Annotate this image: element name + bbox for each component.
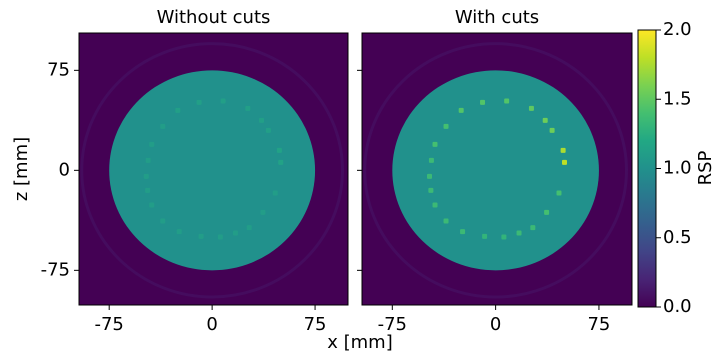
colorbar [638,30,656,307]
insert [233,231,238,236]
insert [260,210,265,215]
insert [277,148,282,153]
insert [197,100,202,105]
x-tick-label: 0 [490,314,501,335]
insert [175,108,180,113]
insert [278,160,283,165]
insert [218,235,223,240]
phantom [392,70,599,270]
x-tick-label: 0 [206,314,217,335]
panel [79,33,348,305]
colorbar-label: RSP [695,150,716,185]
colorbar-tick-label: 2.0 [663,19,692,40]
insert [433,203,438,208]
insert [428,188,433,193]
panel [362,33,632,305]
colorbar-tick-label: 1.0 [663,158,692,179]
insert [160,219,165,224]
insert [273,191,278,196]
colorbar-tick-label: 1.5 [663,88,692,109]
insert [427,174,432,179]
insert [517,231,522,236]
insert [459,108,464,113]
insert [501,235,506,240]
insert [480,100,485,105]
insert [562,160,567,165]
insert [160,124,165,129]
insert [146,158,151,163]
y-axis-label: z [mm] [11,137,32,201]
insert [145,188,150,193]
insert [561,148,566,153]
insert [530,225,535,230]
y-tick-label: 0 [59,159,70,180]
insert [460,229,465,234]
insert [144,174,149,179]
phantom [109,70,315,270]
insert [544,210,549,215]
insert [247,225,252,230]
x-tick-label: 75 [304,314,327,335]
insert [529,106,534,111]
insert [149,203,154,208]
insert [444,219,449,224]
insert [504,99,509,104]
insert [556,191,561,196]
x-axis-label: x [mm] [327,332,393,353]
insert [149,142,154,147]
insert [444,124,449,129]
colorbar-tick-label: 0.0 [663,296,692,317]
insert [221,99,226,104]
insert [199,234,204,239]
insert [429,158,434,163]
chart: x [mm] z [mm] RSP Without cuts -75 0 75 -75 0… [0,0,717,355]
panel-title: Without cuts [157,7,271,28]
insert [433,142,438,147]
colorbar-tick-label: 0.5 [663,227,692,248]
x-tick-label: -75 [94,314,123,335]
insert [543,118,548,123]
insert [482,234,487,239]
x-tick-label: -75 [378,314,407,335]
insert [259,118,264,123]
panel-title: With cuts [455,7,539,28]
insert [245,106,250,111]
y-tick-label: 75 [47,59,70,80]
insert [550,128,555,133]
insert [177,229,182,234]
y-tick-label: -75 [41,259,70,280]
x-tick-label: 75 [587,314,610,335]
insert [266,128,271,133]
